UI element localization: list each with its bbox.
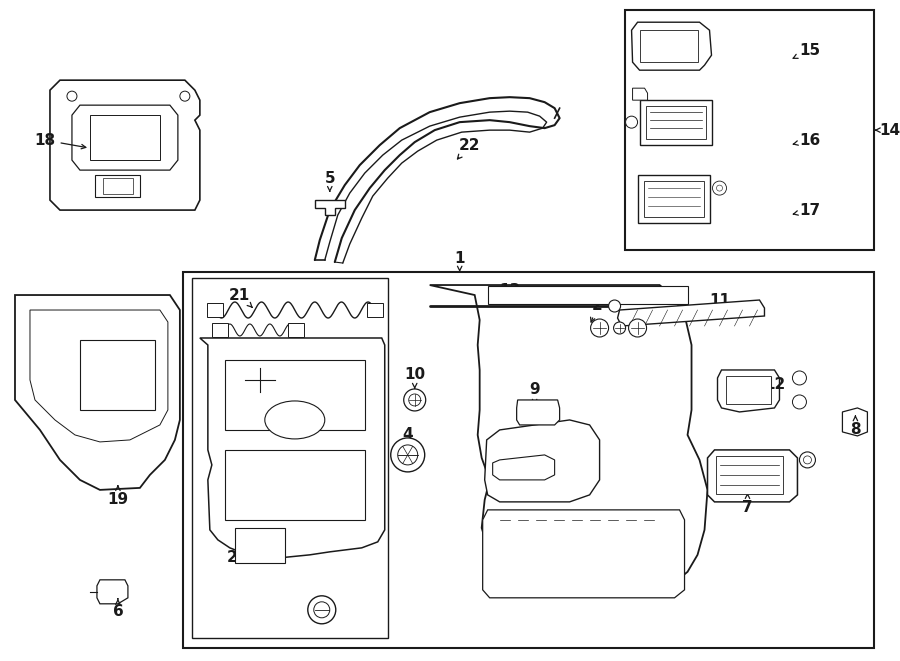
Bar bbox=[637, 175, 709, 223]
Circle shape bbox=[404, 389, 426, 411]
Text: 15: 15 bbox=[793, 43, 820, 58]
Text: 12: 12 bbox=[764, 377, 785, 397]
Text: 9: 9 bbox=[529, 383, 540, 404]
Circle shape bbox=[626, 116, 637, 128]
Polygon shape bbox=[717, 370, 779, 412]
Text: 8: 8 bbox=[850, 416, 860, 438]
Polygon shape bbox=[315, 200, 345, 215]
Polygon shape bbox=[842, 408, 868, 436]
Ellipse shape bbox=[265, 401, 325, 439]
Circle shape bbox=[398, 445, 418, 465]
Bar bbox=[80, 340, 155, 410]
Polygon shape bbox=[200, 338, 384, 558]
Bar bbox=[207, 303, 223, 317]
Circle shape bbox=[793, 395, 806, 409]
Text: 1: 1 bbox=[454, 251, 465, 271]
Text: 19: 19 bbox=[107, 486, 129, 508]
Circle shape bbox=[799, 452, 815, 468]
Circle shape bbox=[409, 394, 420, 406]
Polygon shape bbox=[492, 455, 554, 480]
Text: 7: 7 bbox=[742, 494, 752, 516]
Bar bbox=[625, 10, 875, 250]
Polygon shape bbox=[429, 285, 707, 596]
Text: 16: 16 bbox=[793, 133, 820, 147]
Circle shape bbox=[314, 602, 329, 618]
Circle shape bbox=[67, 91, 76, 101]
Bar bbox=[212, 323, 228, 337]
Polygon shape bbox=[707, 450, 797, 502]
Bar bbox=[288, 323, 304, 337]
Circle shape bbox=[804, 456, 812, 464]
Text: 4: 4 bbox=[402, 428, 413, 449]
Bar bbox=[725, 376, 771, 404]
Polygon shape bbox=[72, 105, 178, 170]
Bar bbox=[644, 181, 704, 217]
Polygon shape bbox=[633, 88, 648, 100]
Text: 2: 2 bbox=[590, 297, 603, 322]
Polygon shape bbox=[632, 22, 712, 70]
Polygon shape bbox=[15, 295, 180, 490]
Circle shape bbox=[608, 300, 621, 312]
Text: 10: 10 bbox=[404, 368, 426, 388]
Bar bbox=[488, 286, 688, 304]
Bar bbox=[90, 115, 160, 160]
Polygon shape bbox=[517, 400, 560, 425]
Bar bbox=[225, 450, 364, 520]
Polygon shape bbox=[50, 80, 200, 210]
Text: 6: 6 bbox=[112, 599, 123, 619]
Polygon shape bbox=[617, 300, 764, 326]
Circle shape bbox=[793, 371, 806, 385]
Polygon shape bbox=[485, 420, 599, 502]
Text: 17: 17 bbox=[793, 202, 820, 217]
Text: 13: 13 bbox=[500, 282, 520, 304]
Bar bbox=[367, 303, 382, 317]
Text: 21: 21 bbox=[230, 288, 252, 307]
Circle shape bbox=[614, 322, 626, 334]
Text: 18: 18 bbox=[34, 133, 86, 149]
Bar bbox=[640, 100, 712, 145]
Text: 22: 22 bbox=[457, 137, 481, 159]
Bar bbox=[716, 456, 784, 494]
Circle shape bbox=[628, 319, 646, 337]
Text: 20: 20 bbox=[227, 544, 248, 565]
Bar bbox=[640, 30, 698, 62]
Text: 5: 5 bbox=[325, 171, 335, 192]
Text: 3: 3 bbox=[317, 606, 327, 625]
Polygon shape bbox=[30, 310, 168, 442]
Circle shape bbox=[391, 438, 425, 472]
Bar bbox=[103, 178, 133, 194]
Text: 11: 11 bbox=[703, 293, 730, 313]
Circle shape bbox=[180, 91, 190, 101]
Polygon shape bbox=[482, 510, 685, 598]
Polygon shape bbox=[97, 580, 128, 603]
Bar bbox=[225, 360, 364, 430]
Text: 14: 14 bbox=[876, 123, 900, 137]
Circle shape bbox=[716, 185, 723, 191]
Bar bbox=[645, 106, 706, 139]
Polygon shape bbox=[192, 278, 388, 638]
Bar bbox=[94, 175, 140, 197]
Circle shape bbox=[590, 319, 608, 337]
Circle shape bbox=[713, 181, 726, 195]
Circle shape bbox=[308, 596, 336, 624]
Bar bbox=[183, 272, 875, 648]
Bar bbox=[235, 528, 284, 563]
